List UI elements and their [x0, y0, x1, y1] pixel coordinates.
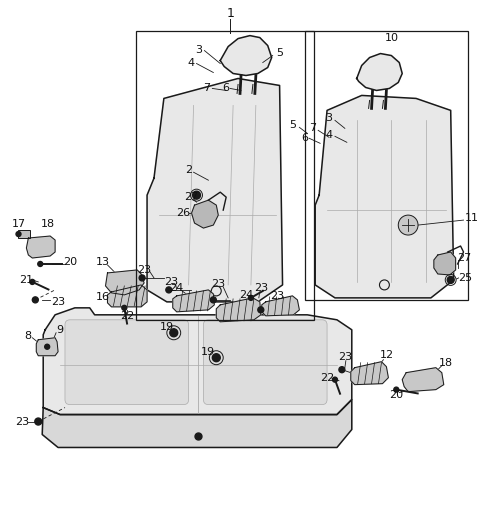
Text: 13: 13	[96, 257, 109, 267]
Text: 23: 23	[51, 297, 65, 307]
Text: 23: 23	[271, 291, 285, 301]
Polygon shape	[357, 54, 402, 90]
Polygon shape	[262, 296, 300, 316]
Text: 21: 21	[19, 275, 34, 285]
Text: 7: 7	[203, 83, 210, 93]
Text: 26: 26	[177, 208, 191, 218]
Text: 19: 19	[201, 347, 216, 357]
Circle shape	[45, 344, 49, 349]
Polygon shape	[42, 399, 352, 447]
Polygon shape	[106, 270, 144, 295]
Circle shape	[38, 262, 43, 267]
Bar	[136, 31, 314, 320]
Polygon shape	[402, 368, 444, 391]
Bar	[19, 230, 30, 238]
Text: 4: 4	[187, 58, 194, 68]
Text: 17: 17	[12, 219, 25, 229]
Text: 8: 8	[24, 331, 31, 341]
Text: 23: 23	[338, 351, 352, 362]
Circle shape	[192, 191, 201, 199]
Text: 3: 3	[195, 44, 202, 55]
Text: 24: 24	[239, 290, 253, 300]
Text: 16: 16	[96, 292, 109, 302]
Circle shape	[195, 433, 202, 440]
Text: 22: 22	[320, 373, 334, 383]
Text: 23: 23	[254, 283, 268, 293]
Text: 18: 18	[439, 358, 453, 368]
Text: 23: 23	[211, 279, 225, 289]
Circle shape	[394, 387, 399, 392]
Text: 23: 23	[164, 277, 178, 287]
Bar	[305, 31, 468, 300]
Text: 5: 5	[276, 47, 283, 58]
Polygon shape	[192, 200, 218, 228]
Polygon shape	[147, 78, 283, 302]
Polygon shape	[434, 252, 456, 275]
Polygon shape	[220, 35, 272, 75]
Polygon shape	[43, 308, 352, 415]
Polygon shape	[315, 95, 454, 298]
Text: 23: 23	[15, 417, 29, 427]
Text: 27: 27	[184, 192, 199, 202]
Circle shape	[258, 307, 264, 313]
Text: 27: 27	[457, 253, 472, 263]
Text: 22: 22	[120, 311, 134, 321]
Circle shape	[398, 215, 418, 235]
Text: 20: 20	[63, 257, 77, 267]
Text: 25: 25	[458, 273, 473, 283]
Circle shape	[166, 287, 172, 293]
Circle shape	[16, 232, 21, 236]
Polygon shape	[173, 290, 214, 312]
Circle shape	[339, 367, 345, 373]
Circle shape	[30, 279, 35, 284]
Text: 23: 23	[137, 265, 151, 275]
Circle shape	[249, 295, 253, 300]
Polygon shape	[216, 298, 261, 322]
Text: 2: 2	[185, 165, 192, 175]
Text: 7: 7	[309, 123, 316, 133]
Polygon shape	[351, 362, 388, 385]
Polygon shape	[108, 285, 147, 307]
Text: 6: 6	[223, 83, 230, 93]
Text: 12: 12	[379, 350, 394, 360]
Circle shape	[447, 276, 454, 283]
Text: 9: 9	[57, 325, 63, 335]
Text: 10: 10	[384, 33, 398, 42]
Text: 3: 3	[325, 113, 333, 123]
FancyBboxPatch shape	[204, 320, 327, 405]
Polygon shape	[36, 338, 58, 356]
Circle shape	[139, 275, 145, 281]
Circle shape	[35, 418, 42, 425]
Circle shape	[170, 329, 178, 337]
Polygon shape	[26, 236, 55, 258]
Text: 24: 24	[169, 283, 184, 293]
Text: 5: 5	[289, 120, 296, 130]
Circle shape	[333, 377, 337, 382]
Circle shape	[32, 297, 38, 303]
FancyBboxPatch shape	[65, 320, 189, 405]
Circle shape	[210, 297, 216, 303]
Text: 18: 18	[41, 219, 55, 229]
Text: 20: 20	[389, 390, 403, 399]
Text: 19: 19	[160, 322, 174, 332]
Circle shape	[212, 354, 220, 362]
Text: 4: 4	[325, 130, 333, 140]
Text: 6: 6	[301, 133, 308, 143]
Circle shape	[122, 306, 127, 311]
Text: 1: 1	[226, 7, 234, 20]
Text: 11: 11	[465, 213, 479, 223]
